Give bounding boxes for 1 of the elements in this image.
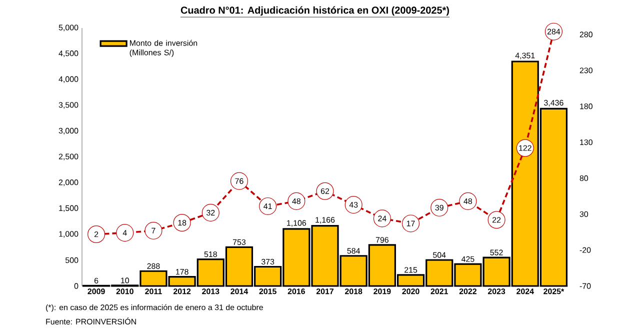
chart-title: Cuadro N°01: Adjudicación histórica en OXI (2009-2025*) (180, 6, 449, 16)
